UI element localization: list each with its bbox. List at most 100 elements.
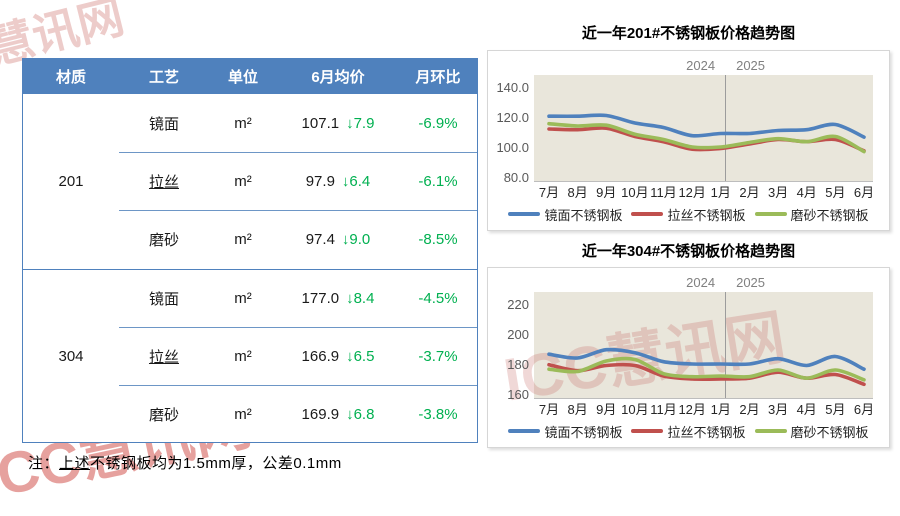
- mom-cell: -6.1%: [399, 152, 477, 210]
- price-value: 169.9: [301, 406, 340, 424]
- unit-cell: m²: [209, 210, 277, 268]
- mom-cell: -4.5%: [399, 268, 477, 327]
- x-tick-label: 3月: [767, 402, 789, 417]
- legend-item-1: 拉丝不锈钢板: [631, 422, 746, 441]
- price-cell: 177.0 ↓8.4: [277, 268, 399, 327]
- header-unit: 单位: [227, 69, 258, 86]
- price-table-header: 材质 工艺 单位 6月均价 月环比: [23, 59, 477, 94]
- unit-cell: m²: [209, 268, 277, 327]
- process-cell: 磨砂: [119, 384, 209, 443]
- mom-cell: -6.9%: [418, 114, 458, 132]
- legend-item-2: 磨砂不锈钢板: [754, 422, 869, 441]
- price-table-body: 201 镜面 m² 107.1 ↓7.9 -6.9% 拉丝 m² 97.9 ↓6.4 -6.1% 磨砂…: [23, 94, 477, 443]
- legend-item-0: 镜面不锈钢板: [508, 205, 622, 224]
- x-tick-label: 1月: [710, 185, 731, 200]
- chart-lines: [547, 347, 866, 387]
- legend-label-0: 镜面不锈钢板: [544, 207, 623, 223]
- process-label: 磨砂: [148, 407, 179, 425]
- price-cell: 97.4 ↓9.0: [277, 210, 399, 268]
- x-tick-label: 5月: [825, 185, 846, 200]
- price-delta: ↓6.8: [346, 406, 375, 424]
- price-value: 97.9: [305, 173, 335, 191]
- year-label-right: 2025: [736, 275, 766, 290]
- x-tick-label: 6月: [853, 185, 875, 200]
- price-table: 材质 工艺 单位 6月均价 月环比 201 镜面 m² 107.1 ↓7.9 -6.9% 拉…: [22, 58, 478, 443]
- process-cell: 拉丝: [119, 152, 209, 210]
- header-mom-change: 月环比: [415, 69, 461, 86]
- unit-cell: m²: [209, 326, 277, 385]
- price-delta: ↓7.9: [346, 114, 375, 132]
- x-tick-label: 3月: [767, 185, 789, 200]
- material-cell: 304: [23, 268, 119, 444]
- material-cell: 201: [58, 172, 84, 190]
- x-tick-label: 5月: [825, 402, 846, 417]
- y-tick-label: 120.0: [496, 109, 529, 125]
- y-tick-label: 80.0: [503, 169, 529, 185]
- process-label: 镜面: [148, 115, 179, 133]
- year-label-right: 2025: [736, 58, 766, 73]
- legend-item-0: 镜面不锈钢板: [508, 422, 622, 441]
- process-label: 磨砂: [148, 232, 179, 250]
- x-tick-label: 10月: [621, 402, 649, 417]
- legend-label-1: 拉丝不锈钢板: [667, 207, 746, 223]
- y-tick-label: 140.0: [496, 79, 529, 95]
- mom-cell: -3.8%: [399, 384, 477, 443]
- y-tick-label: 200: [507, 326, 529, 342]
- x-tick-label: 8月: [567, 402, 588, 417]
- series-line-0: [547, 113, 866, 139]
- price-cell: 97.9 ↓6.4: [277, 152, 399, 210]
- price-cell: 166.9 ↓6.5: [277, 326, 399, 385]
- mom-cell: -8.5%: [399, 210, 477, 268]
- x-tick-label: 4月: [796, 402, 817, 417]
- chart-lines: [547, 113, 866, 154]
- x-tick-label: 7月: [538, 402, 560, 417]
- legend-swatch-2: [754, 429, 787, 433]
- legend-swatch-1: [631, 212, 664, 216]
- chart-201: 2024 2025 140.0 120.0 100.0 80.0 7月 8月 9月 10月 11月 1…: [487, 50, 890, 231]
- legend-item-1: 拉丝不锈钢板: [631, 205, 746, 224]
- year-label-left: 2024: [686, 275, 716, 290]
- legend-swatch-2: [754, 212, 787, 216]
- price-delta: ↓6.4: [341, 173, 371, 191]
- footnote-rest: 不锈钢板均为1.5mm厚，公差0.1mm: [90, 455, 342, 472]
- x-tick-label: 10月: [621, 185, 649, 200]
- series-line-2: [547, 356, 866, 382]
- chart-legend: 镜面不锈钢板 拉丝不锈钢板 磨砂不锈钢板: [488, 203, 889, 225]
- process-cell: 镜面: [119, 268, 209, 327]
- plot-area: [534, 292, 873, 399]
- price-cell: 107.1 ↓7.9: [277, 94, 399, 152]
- price-value: 177.0: [301, 289, 340, 307]
- legend-label-0: 镜面不锈钢板: [544, 424, 623, 440]
- legend-label-1: 拉丝不锈钢板: [667, 424, 746, 440]
- series-line-0: [547, 347, 866, 371]
- x-tick-label: 2月: [739, 402, 760, 417]
- unit-cell: m²: [209, 384, 277, 443]
- process-label: 拉丝: [148, 174, 179, 192]
- unit-cell: m²: [209, 152, 277, 210]
- x-tick-label: 9月: [596, 185, 617, 200]
- y-tick-label: 220: [507, 296, 529, 312]
- legend-item-2: 磨砂不锈钢板: [754, 205, 869, 224]
- x-tick-label: 6月: [853, 402, 875, 417]
- price-delta: ↓8.4: [346, 289, 375, 307]
- x-tick-label: 12月: [678, 185, 706, 200]
- price-cell: 169.9 ↓6.8: [277, 384, 399, 443]
- legend-swatch-0: [508, 429, 541, 433]
- price-delta: ↓6.5: [346, 347, 375, 365]
- legend-label-2: 磨砂不锈钢板: [790, 207, 869, 223]
- price-delta: ↓9.0: [341, 231, 371, 249]
- x-tick-label: 1月: [710, 402, 731, 417]
- year-label-left: 2024: [686, 58, 716, 73]
- process-cell: 拉丝: [119, 326, 209, 385]
- x-tick-label: 8月: [567, 185, 588, 200]
- header-material: 材质: [55, 69, 86, 86]
- footnote: 注：上述不锈钢板均为1.5mm厚，公差0.1mm: [28, 452, 342, 473]
- x-tick-label: 11月: [650, 402, 677, 417]
- year-divider-line: [725, 75, 727, 181]
- price-value: 97.4: [305, 231, 335, 249]
- x-tick-label: 9月: [596, 402, 617, 417]
- legend-label-2: 磨砂不锈钢板: [790, 424, 869, 440]
- unit-cell: m²: [234, 114, 252, 132]
- legend-swatch-1: [631, 429, 664, 433]
- chart-title-304: 近一年304#不锈钢板价格趋势图: [581, 243, 796, 260]
